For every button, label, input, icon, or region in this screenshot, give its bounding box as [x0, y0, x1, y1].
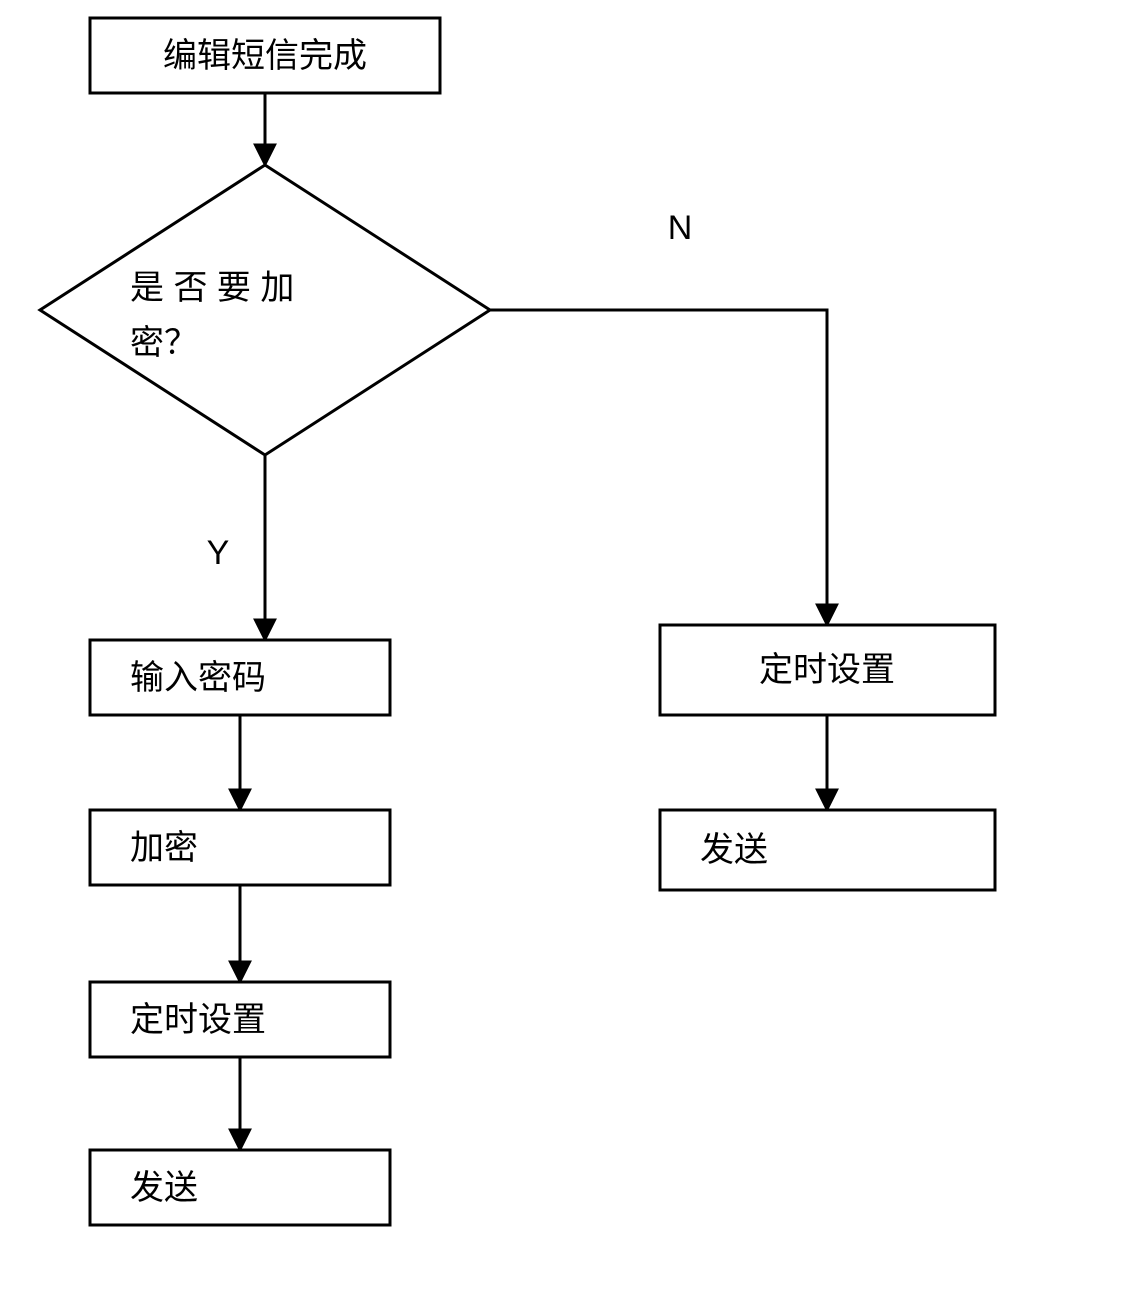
label-sendL: 发送	[130, 1169, 198, 1207]
label-timerL: 定时设置	[130, 1001, 266, 1039]
decision-line1: 是 否 要 加	[130, 269, 294, 307]
node-decide	[40, 165, 490, 455]
label-start: 编辑短信完成	[163, 37, 367, 75]
decision-line2: 密？	[130, 324, 198, 362]
label-enc: 加密	[130, 829, 198, 867]
branch-label-yes: Y	[207, 534, 230, 572]
label-sendR: 发送	[700, 831, 768, 869]
branch-label-no: N	[668, 209, 693, 247]
edge-e-decide-no	[490, 310, 827, 625]
label-timerR: 定时设置	[759, 651, 895, 689]
label-pwd: 输入密码	[130, 659, 266, 697]
